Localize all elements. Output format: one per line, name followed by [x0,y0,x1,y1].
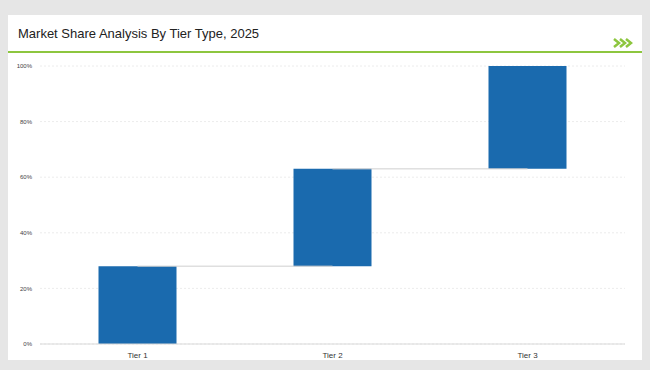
svg-text:0%: 0% [23,341,32,347]
svg-text:100%: 100% [17,63,33,69]
svg-text:40%: 40% [20,230,33,236]
svg-text:Tier 1: Tier 1 [127,351,148,360]
svg-text:60%: 60% [20,174,33,180]
html-text:Market Share Analysis By Tier: Market Share Analysis By Tier Type, 2025 [18,26,260,41]
svg-text:Tier 3: Tier 3 [517,351,538,360]
svg-text:20%: 20% [20,286,33,292]
svg-text:80%: 80% [20,119,33,125]
svg-text:Tier 2: Tier 2 [322,351,343,360]
